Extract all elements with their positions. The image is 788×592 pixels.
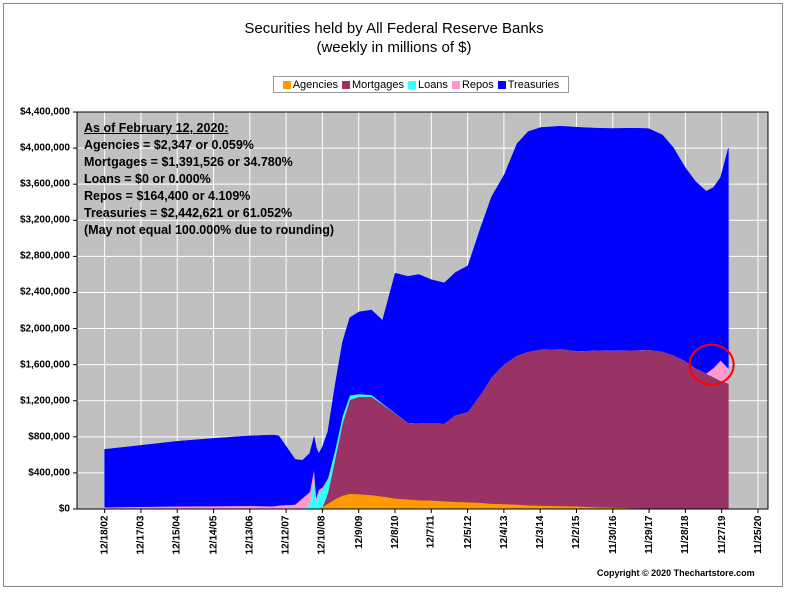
stats-heading: As of February 12, 2020:: [84, 121, 229, 135]
x-tick-label: 12/12/07: [280, 515, 292, 554]
legend-item-repos: Repos: [451, 78, 494, 91]
plot-border: [76, 111, 769, 510]
x-tick-label: 12/3/14: [535, 515, 547, 549]
x-tick-label: 12/4/13: [498, 515, 510, 549]
highlight-circle: [688, 343, 735, 386]
y-tick-label: $4,400,000: [19, 106, 70, 118]
legend-label-mortgages: Mortgages: [351, 78, 404, 91]
y-tick-label: $2,400,000: [19, 286, 70, 298]
y-tick-label: $800,000: [28, 431, 70, 443]
y-tick-label: $3,200,000: [19, 214, 70, 226]
legend-item-mortgages: Mortgages: [341, 78, 404, 91]
y-tick-label: $2,000,000: [19, 323, 70, 335]
x-tick-label: 12/18/02: [99, 515, 111, 554]
legend-swatch-loans: [407, 80, 416, 89]
stats-annotation: As of February 12, 2020: Agencies = $2,3…: [84, 120, 364, 239]
y-tick-label: $4,000,000: [19, 142, 70, 154]
y-tick-label: $0: [58, 503, 70, 515]
x-tick-label: 11/30/16: [607, 515, 619, 554]
stats-line-agencies: Agencies = $2,347 or 0.059%: [84, 138, 254, 152]
y-tick-label: $1,600,000: [19, 359, 70, 371]
legend-label-treasuries: Treasuries: [507, 78, 560, 91]
x-tick-label: 11/29/17: [643, 515, 655, 554]
x-tick-label: 11/25/20: [752, 515, 764, 554]
x-tick-label: 12/14/05: [207, 515, 219, 554]
x-tick-label: 11/28/18: [680, 515, 692, 554]
x-tick-label: 12/10/08: [316, 515, 328, 554]
legend-swatch-treasuries: [497, 80, 506, 89]
y-tick-label: $400,000: [28, 467, 70, 479]
y-tick-label: $1,200,000: [19, 395, 70, 407]
stats-line-loans: Loans = $0 or 0.000%: [84, 172, 211, 186]
y-tick-label: $3,600,000: [19, 178, 70, 190]
stats-line-treasuries: Treasuries = $2,442,621 or 61.052%: [84, 206, 293, 220]
stats-line-mortgages: Mortgages = $1,391,526 or 34.780%: [84, 155, 293, 169]
x-tick-label: 12/7/11: [425, 515, 437, 548]
chart-subtitle: (weekly in millions of $): [316, 39, 472, 56]
y-tick-label: $2,800,000: [19, 250, 70, 262]
legend-label-agencies: Agencies: [292, 78, 338, 91]
x-tick-label: 12/13/06: [244, 515, 256, 554]
x-tick-label: 12/17/03: [135, 515, 147, 554]
area-treasuries: [104, 125, 729, 508]
legend-swatch-repos: [451, 80, 460, 89]
x-tick-label: 12/15/04: [171, 515, 183, 554]
legend-swatch-agencies: [282, 80, 291, 89]
legend-swatch-mortgages: [341, 80, 350, 89]
legend-label-loans: Loans: [417, 78, 448, 91]
x-tick-label: 12/9/09: [353, 515, 365, 549]
x-tick-label: 12/8/10: [389, 515, 401, 549]
stats-line-repos: Repos = $164,400 or 4.109%: [84, 189, 251, 203]
stats-line-rounding: (May not equal 100.000% due to rounding): [84, 223, 335, 237]
chart-title: Securities held by All Federal Reserve B…: [244, 20, 544, 37]
legend-label-repos: Repos: [461, 78, 494, 91]
legend-item-agencies: Agencies: [282, 78, 338, 91]
x-tick-label: 11/27/19: [716, 515, 728, 554]
legend-item-loans: Loans: [407, 78, 448, 91]
chart-legend: Agencies Mortgages Loans Repos Treasurie…: [273, 76, 569, 93]
x-tick-label: 12/5/12: [462, 515, 474, 549]
x-tick-label: 12/2/15: [571, 515, 583, 549]
copyright-text: Copyright © 2020 Thechartstore.com: [597, 568, 755, 578]
legend-item-treasuries: Treasuries: [497, 78, 560, 91]
